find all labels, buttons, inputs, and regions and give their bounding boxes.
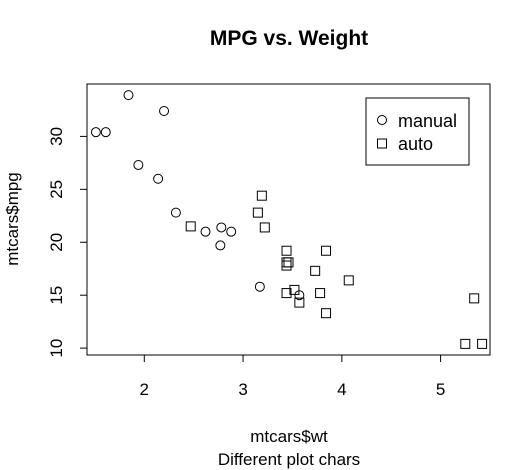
- legend: manual auto: [365, 97, 470, 166]
- point-manual: [90, 127, 101, 138]
- x-tick-label: 2: [140, 380, 149, 399]
- point-auto: [256, 190, 267, 201]
- y-axis: 10 15 20 25 30: [47, 127, 88, 358]
- point-auto: [283, 257, 294, 268]
- point-auto: [259, 222, 270, 233]
- y-tick-label: 10: [47, 339, 66, 358]
- point-auto: [281, 260, 292, 271]
- point-manual: [123, 90, 134, 101]
- point-auto: [343, 275, 354, 286]
- point-auto: [477, 338, 488, 349]
- point-manual: [215, 240, 226, 251]
- data-points: [90, 90, 488, 349]
- x-tick-label: 5: [436, 380, 445, 399]
- point-manual: [153, 173, 164, 184]
- legend-marker-manual: [377, 115, 387, 125]
- chart-subtitle: Different plot chars: [218, 450, 360, 469]
- point-auto: [321, 245, 332, 256]
- x-tick-label: 3: [238, 380, 247, 399]
- point-auto: [289, 284, 300, 295]
- y-axis-label: mtcars$mpg: [3, 172, 22, 266]
- point-manual: [133, 159, 144, 170]
- point-auto: [281, 288, 292, 299]
- point-manual: [254, 281, 265, 292]
- point-manual: [170, 207, 181, 218]
- legend-box: [365, 97, 470, 166]
- legend-label-manual: manual: [398, 111, 457, 131]
- point-manual: [159, 105, 170, 116]
- point-manual: [216, 222, 227, 233]
- point-auto: [281, 245, 292, 256]
- legend-marker-auto: [377, 138, 387, 149]
- y-tick-label: 15: [47, 286, 66, 305]
- point-manual: [226, 226, 237, 237]
- point-auto: [310, 265, 321, 276]
- point-auto: [281, 257, 292, 268]
- x-tick-label: 4: [337, 380, 346, 399]
- x-axis: 2 3 4 5: [140, 354, 445, 399]
- chart-title: MPG vs. Weight: [210, 27, 368, 50]
- point-auto: [321, 308, 332, 319]
- x-axis-label: mtcars$wt: [250, 427, 328, 446]
- point-auto: [252, 207, 263, 218]
- point-manual: [100, 127, 111, 138]
- point-auto: [469, 293, 480, 304]
- legend-label-auto: auto: [398, 134, 433, 154]
- point-auto: [460, 338, 471, 349]
- point-auto: [315, 288, 326, 299]
- y-tick-label: 30: [47, 127, 66, 146]
- y-tick-label: 25: [47, 180, 66, 199]
- y-tick-label: 20: [47, 233, 66, 252]
- point-auto: [294, 297, 305, 308]
- point-auto: [185, 221, 196, 232]
- point-manual: [200, 226, 211, 237]
